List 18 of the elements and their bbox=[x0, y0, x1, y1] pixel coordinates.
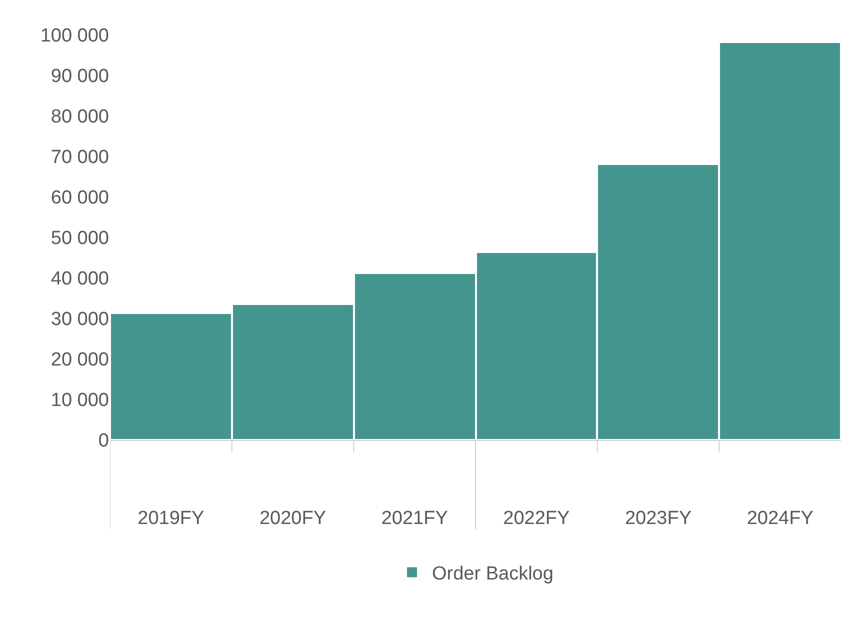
x-tick-label: 2021FY bbox=[381, 508, 448, 529]
y-tick-label: 100 000 bbox=[40, 26, 109, 47]
y-tick-label: 20 000 bbox=[50, 350, 109, 371]
x-tick-label: 2022FY bbox=[503, 508, 570, 529]
y-tick-label: 70 000 bbox=[50, 147, 109, 168]
y-tick-label: 10 000 bbox=[50, 390, 109, 412]
y-tick-label: 80 000 bbox=[50, 106, 109, 128]
y-tick-label: 30 000 bbox=[50, 309, 109, 330]
y-tick-label: 60 000 bbox=[50, 188, 109, 209]
y-tick-label: 50 000 bbox=[50, 228, 109, 250]
y-tick-label: 0 bbox=[98, 430, 109, 452]
y-tick-label: 90 000 bbox=[50, 66, 109, 88]
x-tick-label: 2019FY bbox=[138, 508, 205, 529]
x-tick-label: 2024FY bbox=[746, 508, 814, 529]
y-tick-label: 40 000 bbox=[50, 268, 109, 290]
x-tick-label: 2020FY bbox=[259, 508, 326, 529]
legend-label: Order Backlog bbox=[432, 564, 554, 585]
x-tick-label: 2023FY bbox=[624, 508, 692, 529]
